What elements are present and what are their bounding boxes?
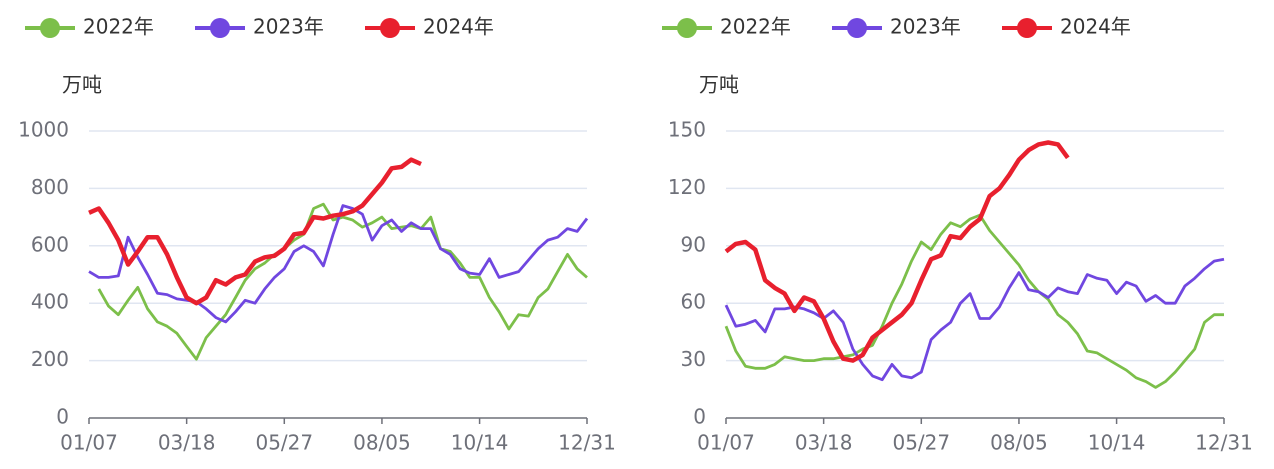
legend-label: 2022年 (83, 15, 154, 39)
x-tick-label: 05/27 (255, 431, 313, 455)
y-axis-label: 万吨 (699, 73, 739, 97)
legend-marker (380, 18, 400, 38)
y-tick-label: 0 (56, 405, 69, 429)
legend-marker (210, 18, 230, 38)
series-line (724, 213, 1224, 389)
legend-marker (677, 18, 697, 38)
y-tick-label: 400 (31, 290, 69, 314)
y-axis-label: 万吨 (62, 73, 102, 97)
y-tick-label: 600 (31, 232, 69, 256)
x-tick-label: 01/07 (60, 431, 118, 455)
series-line (88, 204, 589, 324)
x-tick-label: 01/07 (697, 431, 755, 455)
y-tick-label: 120 (668, 175, 706, 199)
y-tick-label: 30 (681, 347, 706, 371)
x-tick-label: 12/31 (1195, 431, 1253, 455)
y-tick-label: 800 (31, 175, 69, 199)
x-tick-label: 08/05 (353, 431, 411, 455)
y-tick-label: 150 (668, 118, 706, 142)
legend-label: 2023年 (890, 15, 961, 39)
legend-marker (1017, 18, 1037, 38)
legend-label: 2022年 (720, 15, 791, 39)
legend-label: 2023年 (253, 15, 324, 39)
y-tick-label: 0 (693, 405, 706, 429)
legend-label: 2024年 (1060, 15, 1131, 39)
x-tick-label: 10/14 (451, 431, 509, 455)
series-line (88, 157, 422, 306)
x-tick-label: 10/14 (1088, 431, 1146, 455)
y-tick-label: 60 (681, 290, 706, 314)
y-tick-label: 90 (681, 232, 706, 256)
series-line (724, 140, 1070, 363)
legend-marker (847, 18, 867, 38)
legend-label: 2024年 (423, 15, 494, 39)
x-tick-label: 03/18 (158, 431, 216, 455)
y-tick-label: 1000 (18, 118, 69, 142)
x-tick-label: 03/18 (795, 431, 853, 455)
series-line (724, 257, 1225, 382)
x-tick-label: 12/31 (558, 431, 616, 455)
x-tick-label: 08/05 (990, 431, 1048, 455)
legend-marker (40, 18, 60, 38)
series-line (97, 202, 588, 361)
x-tick-label: 05/27 (892, 431, 950, 455)
y-tick-label: 200 (31, 347, 69, 371)
